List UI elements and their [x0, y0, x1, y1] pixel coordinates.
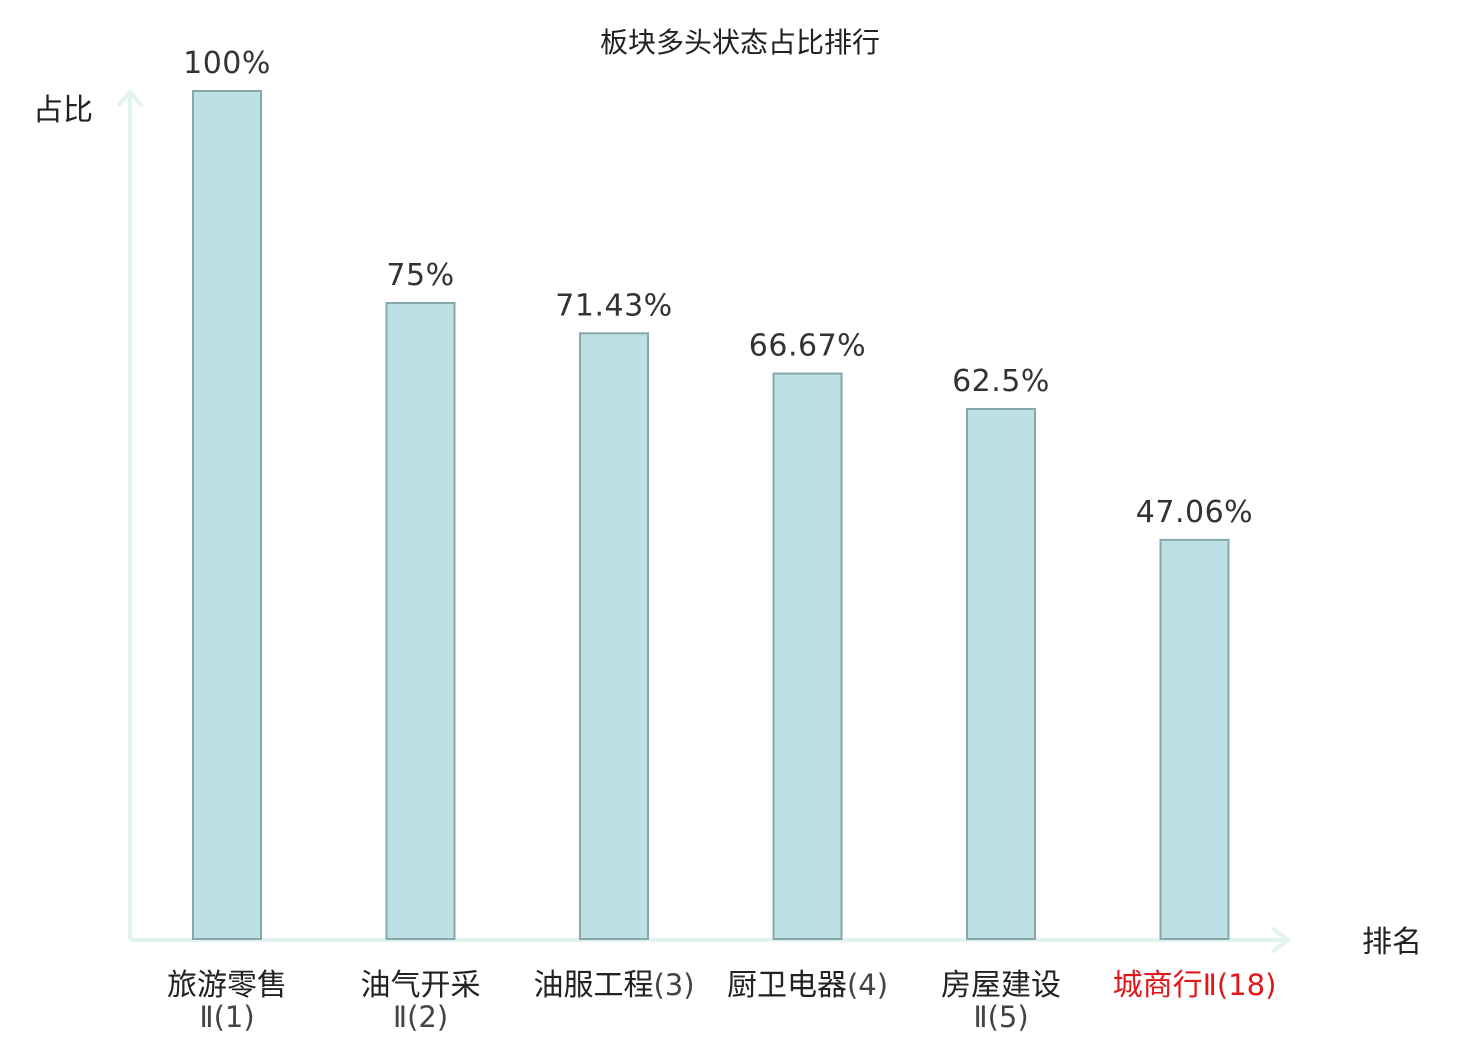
x-tick-name: 油服工程: [533, 968, 653, 1003]
bar-1: [192, 90, 262, 940]
x-tick-label-4: 厨卫电器(4): [727, 968, 888, 1003]
bar-3: [579, 332, 649, 940]
x-tick-label-1: 旅游零售 Ⅱ(1): [167, 968, 287, 1034]
x-tick-label-3: 油服工程(3): [533, 968, 694, 1003]
x-tick-name: 房屋建设: [941, 968, 1061, 1003]
x-tick-label-2: 油气开采 Ⅱ(2): [361, 968, 481, 1034]
x-tick-name: 城商行: [1113, 968, 1203, 1003]
x-tick-rank: Ⅱ(1): [199, 1000, 254, 1034]
value-label-2: 75%: [386, 258, 454, 293]
value-labels-group: 100% 75% 71.43% 66.67% 62.5% 47.06%: [183, 46, 1253, 530]
x-axis-label: 排名: [1362, 925, 1422, 960]
x-axis: [130, 926, 1292, 954]
chart-title: 板块多头状态占比排行: [600, 26, 880, 59]
x-tick-rank: Ⅱ(18): [1203, 968, 1277, 1002]
x-tick-rank: Ⅱ(2): [393, 1000, 448, 1034]
x-tick-rank: (3): [653, 968, 694, 1002]
value-label-3: 71.43%: [555, 288, 672, 323]
value-label-1: 100%: [183, 46, 271, 81]
bar-5: [966, 408, 1036, 940]
x-tick-name: 厨卫电器: [727, 968, 847, 1003]
y-axis-label: 占比: [33, 93, 93, 128]
bar-2: [385, 302, 456, 940]
x-tick-label-6: 城商行Ⅱ(18): [1113, 968, 1277, 1003]
bar-4: [772, 372, 843, 941]
x-tick-rank: (4): [847, 968, 888, 1002]
bar-6: [1159, 538, 1230, 941]
x-tick-rank: Ⅱ(5): [973, 1000, 1028, 1034]
x-tick-name: 旅游零售: [167, 968, 287, 1003]
value-label-4: 66.67%: [749, 329, 866, 364]
bars-group: [192, 90, 1230, 941]
value-label-5: 62.5%: [952, 364, 1050, 399]
y-axis: [116, 88, 144, 940]
value-label-6: 47.06%: [1136, 495, 1253, 530]
x-tick-name: 油气开采: [361, 968, 481, 1003]
x-tick-label-5: 房屋建设 Ⅱ(5): [941, 968, 1061, 1034]
category-labels-group: 旅游零售 Ⅱ(1) 油气开采 Ⅱ(2) 油服工程(3) 厨卫电器(4) 房屋建设 Ⅱ(5) 城商…: [167, 968, 1276, 1034]
